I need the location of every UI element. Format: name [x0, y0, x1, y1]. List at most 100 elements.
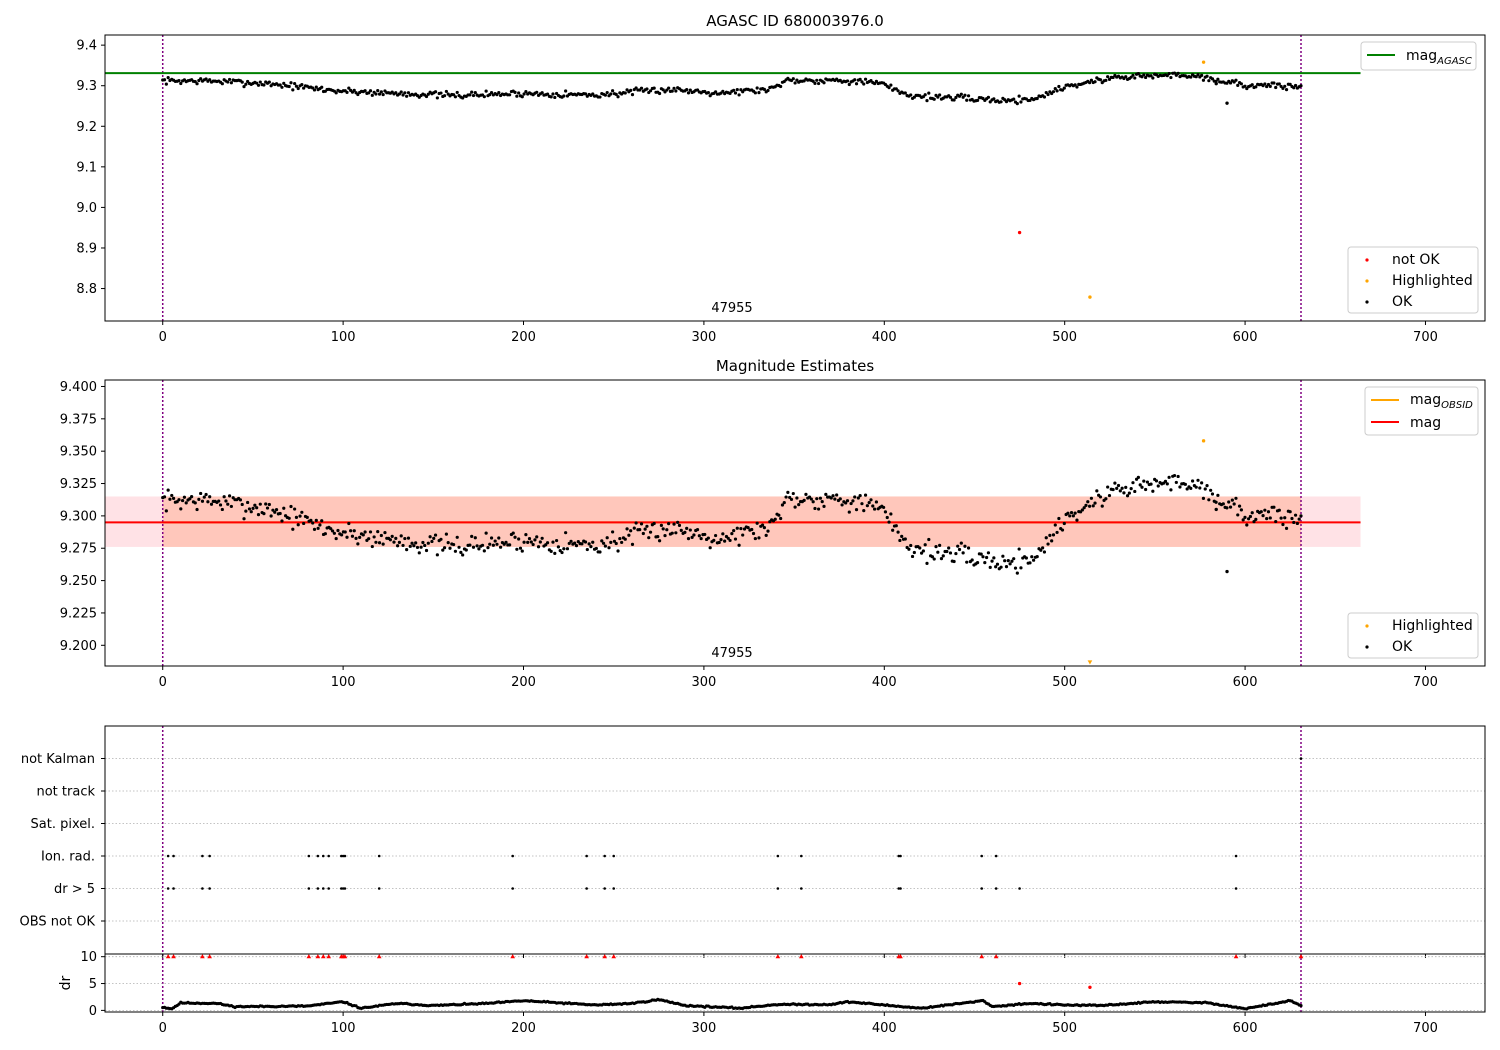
panel-4-ylabel: dr [58, 975, 74, 990]
ok-point [464, 548, 468, 552]
ok-point [760, 523, 765, 527]
ok-point [553, 95, 557, 100]
ok-point [278, 511, 282, 516]
ok-point [1068, 514, 1072, 518]
ok-point [925, 561, 929, 566]
ok-point [168, 497, 172, 501]
ok-point [370, 93, 374, 97]
ok-point [777, 513, 781, 517]
ok-point [630, 93, 635, 97]
ok-point [1048, 533, 1052, 538]
ok-point [200, 499, 205, 503]
ok-point [1127, 491, 1131, 495]
ok-point [1082, 506, 1086, 510]
ok-point [746, 525, 750, 530]
ok-point [423, 543, 427, 548]
ok-point [685, 88, 689, 92]
legend-highlighted-swatch [1365, 279, 1369, 283]
ok-point [786, 490, 790, 495]
ok-point [508, 93, 512, 97]
ok-point [377, 541, 382, 545]
ok-point [1073, 83, 1077, 87]
ok-point [1281, 522, 1285, 527]
ok-point [1149, 482, 1153, 486]
flag-point [603, 854, 606, 858]
flag-point [1299, 757, 1303, 760]
legend-2-ok-swatch [1365, 645, 1369, 649]
x-tick-label: 300 [691, 675, 716, 690]
ok-point [484, 531, 488, 535]
ok-point [907, 547, 911, 551]
ok-point [1234, 78, 1238, 82]
ok-point [535, 535, 539, 539]
ok-point [280, 85, 284, 89]
ok-point [457, 545, 461, 549]
ok-point [442, 546, 447, 550]
ok-point [793, 505, 797, 509]
ok-point [822, 504, 826, 508]
ok-point [267, 80, 271, 84]
ok-point [1268, 516, 1272, 520]
ok-point [513, 90, 517, 94]
ok-point [249, 510, 253, 514]
y-tick-label: 9.350 [60, 445, 97, 460]
y-tick-label: 8.9 [76, 241, 97, 256]
ok-point [560, 550, 564, 555]
dr-clipped-point [306, 954, 312, 959]
ok-point [882, 505, 886, 510]
ok-point [515, 547, 519, 551]
ok-point [397, 540, 402, 544]
ok-point [961, 551, 965, 555]
x-tick-label: 600 [1233, 675, 1258, 690]
ok-point [1010, 559, 1014, 563]
ok-point [1089, 496, 1094, 500]
ok-point [399, 90, 403, 94]
ok-point [1116, 483, 1121, 488]
ok-point [238, 498, 243, 502]
ok-point [679, 528, 683, 532]
ok-point [816, 81, 821, 86]
ok-point [305, 515, 309, 519]
ok-point [1019, 100, 1023, 104]
ok-point [497, 91, 501, 95]
ok-point [166, 76, 170, 80]
ok-point [634, 86, 638, 90]
ok-point [1198, 486, 1202, 490]
ok-point [632, 526, 636, 530]
ok-point [661, 88, 665, 92]
ok-point [406, 536, 411, 540]
ok-point [1144, 75, 1148, 80]
ok-point [721, 532, 725, 536]
ok-point [533, 538, 537, 542]
legend-not-ok-label: not OK [1392, 252, 1440, 268]
ok-point [1055, 530, 1059, 535]
y-tick-label: 9.375 [60, 412, 97, 427]
ok-point [433, 533, 438, 537]
legend-highlighted-label: Highlighted [1392, 273, 1473, 289]
ok-point [247, 507, 252, 511]
ok-point [312, 527, 317, 532]
ok-point [1060, 88, 1065, 92]
ok-point [358, 535, 362, 539]
ok-point [1093, 501, 1097, 505]
ok-point [1167, 475, 1171, 479]
panel-4-frame [104, 953, 1486, 1013]
ok-point [323, 532, 327, 536]
ok-point [995, 562, 1000, 566]
ok-point [939, 557, 944, 561]
ok-point [258, 502, 262, 506]
ok-point [459, 550, 463, 554]
ok-point [312, 88, 317, 92]
ok-point [1136, 475, 1140, 480]
ok-point [909, 543, 913, 548]
ok-point [932, 557, 936, 561]
legend-not-ok-swatch [1365, 258, 1369, 262]
flags-panel: OBS not OK dr > 5 Ion. rad. Sat. pixel. not … [20, 725, 1486, 1012]
ok-point [695, 528, 700, 532]
ok-point [309, 518, 313, 522]
panel-1-obsid-label: 47955 [711, 301, 752, 316]
ok-point [674, 89, 678, 93]
flag-point [316, 854, 320, 858]
ok-point [779, 84, 783, 89]
ok-point [717, 540, 721, 545]
